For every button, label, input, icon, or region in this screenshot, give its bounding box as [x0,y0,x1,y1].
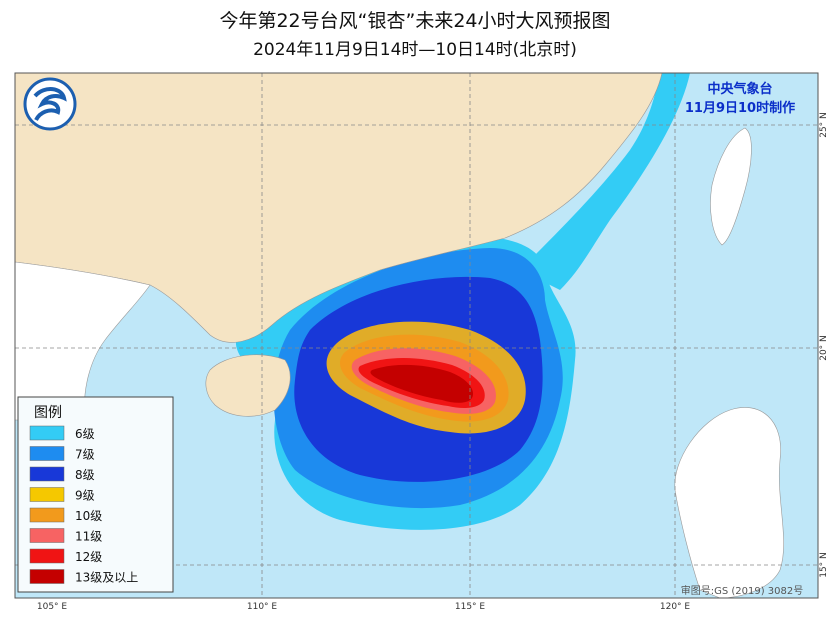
longitude-label: 110° E [247,602,278,612]
zone-13 [370,364,474,403]
legend-label: 9级 [75,489,95,503]
legend-swatch [29,425,65,441]
legend-swatch [29,466,65,482]
legend-swatch [29,446,65,461]
legend-swatch [29,528,65,543]
subtitle: 2024年11月9日14时—10日14时(北京时) [253,40,577,60]
hainan [205,354,291,417]
legend-label: 11级 [75,530,102,544]
approval: 审图号:GS (2019) 3082号 [681,584,804,597]
legend-label: 6级 [75,427,95,441]
luzon [674,407,784,598]
legend-label: 7级 [75,448,95,462]
legend-title: 图例 [34,405,62,421]
zone-6-coast [520,73,690,290]
logo [23,77,77,131]
legend-label: 8级 [75,468,95,482]
latitude-label: 15° N [819,552,829,578]
issued: 11月9日10时制作 [685,100,795,116]
legend-swatch [29,507,65,523]
longitude-label: 105° E [37,602,68,612]
taiwan [710,127,752,246]
legend-label: 13级及以上 [75,571,138,585]
latitude-label: 20° N [819,335,829,361]
legend-label: 10级 [75,509,102,523]
latitude-label: 25° N [819,112,829,138]
longitude-label: 120° E [660,602,691,612]
legend-swatch [29,487,65,502]
map-frame [14,72,819,599]
longitude-label: 115° E [455,602,486,612]
title: 今年第22号台风“银杏”未来24小时大风预报图 [219,10,610,32]
vietnam [15,261,151,421]
axis-labels: 105° E 110° E 115° E 120° E 25° N 20° N 15° N [37,112,829,612]
agency: 中央气象台 [707,81,772,97]
legend-swatch [29,548,65,564]
map: 中央气象台 11月9日10时制作 审图号:GS (2019) 3082号 [14,72,819,599]
legend-swatch [29,569,65,584]
legend: 图例 6级 7级 8级 9级 10级 11级 12级 13级及以上 [17,396,174,593]
legend-label: 12级 [75,550,102,564]
